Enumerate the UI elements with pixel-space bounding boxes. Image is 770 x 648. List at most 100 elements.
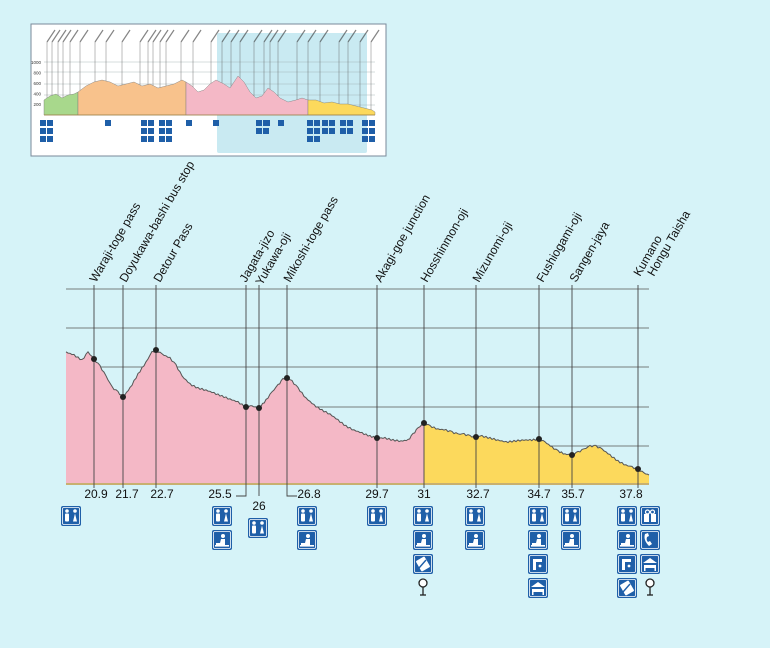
inset-mini-icon xyxy=(159,136,165,142)
bus-stop-icon xyxy=(418,578,428,596)
waypoint-facilities xyxy=(528,506,548,598)
lodging-icon xyxy=(640,554,660,574)
profile-outline xyxy=(65,348,650,476)
inset-mini-icon xyxy=(256,120,262,126)
rest-area-icon xyxy=(617,530,637,550)
waypoint-km: 35.7 xyxy=(561,487,585,501)
inset-mini-icon xyxy=(141,128,147,134)
inset-mini-icon xyxy=(263,128,269,134)
inset-mini-icon xyxy=(322,128,328,134)
waypoint-km: 34.7 xyxy=(527,487,551,501)
inset-mini-icon xyxy=(159,120,165,126)
inset-mini-icon xyxy=(166,136,172,142)
waypoint-dot xyxy=(243,404,249,410)
inset-mini-icon xyxy=(314,120,320,126)
inset-mini-icon xyxy=(329,120,335,126)
inset-mini-icon xyxy=(314,136,320,142)
rest-area-icon xyxy=(561,530,581,550)
km-bracket xyxy=(286,488,297,497)
toilet-icon xyxy=(297,506,317,526)
toilet-icon xyxy=(212,506,232,526)
inset-mini-icon xyxy=(322,120,328,126)
bus-stop-icon xyxy=(645,578,655,596)
inset-mini-icon xyxy=(307,120,313,126)
waypoint-dot xyxy=(91,356,97,362)
inset-mini-icon xyxy=(307,128,313,134)
inset-mini-icon xyxy=(166,120,172,126)
inset-mini-icon xyxy=(369,136,375,142)
inset-mini-icon xyxy=(105,120,111,126)
waypoint-dot xyxy=(284,375,290,381)
rest-area-icon xyxy=(297,530,317,550)
waypoint-dot xyxy=(421,420,427,426)
waypoint-km: 31 xyxy=(417,487,431,501)
svg-text:600: 600 xyxy=(33,81,41,86)
waypoint-facilities xyxy=(61,506,81,526)
inset-mini-icon xyxy=(369,120,375,126)
waypoint-km: 20.9 xyxy=(84,487,108,501)
inset-mini-icon xyxy=(278,120,284,126)
waypoint-name: Mizunomi-oji xyxy=(469,219,515,284)
waypoint-facilities xyxy=(465,506,485,550)
svg-text:200: 200 xyxy=(33,102,41,107)
rest-area-icon xyxy=(212,530,232,550)
inset-mini-icon xyxy=(47,136,53,142)
inset-mini-icon xyxy=(47,120,53,126)
profile-fill-yellow-segment xyxy=(424,422,649,484)
inset-waypoint-labels xyxy=(46,29,380,43)
waypoint-km: 22.7 xyxy=(150,487,174,501)
inset-mini-icon xyxy=(40,136,46,142)
waypoint-dot xyxy=(153,347,159,353)
inset-elevation-ticks: 1000 800 600 400 200 xyxy=(31,60,42,107)
inset-mini-icon xyxy=(362,136,368,142)
waypoint-km: 26 xyxy=(252,499,266,513)
inset-mini-icon xyxy=(347,128,353,134)
waypoint-dot xyxy=(256,405,262,411)
inset-mini-icon xyxy=(347,120,353,126)
inset-mini-icon xyxy=(148,120,154,126)
rest-area-icon xyxy=(528,530,548,550)
inset-profile-fills xyxy=(43,75,376,116)
inset-mini-icon xyxy=(47,128,53,134)
stamp-icon xyxy=(413,554,433,574)
toilet-icon xyxy=(248,518,268,538)
lodging-icon xyxy=(528,578,548,598)
waypoint: KumanoHongu Taisha 37.8 xyxy=(617,208,693,598)
inset-mini-icon xyxy=(307,136,313,142)
inset-mini-icon xyxy=(340,128,346,134)
inset-mini-icon xyxy=(329,128,335,134)
toilet-icon xyxy=(465,506,485,526)
rest-area-icon xyxy=(465,530,485,550)
waypoint-km: 21.7 xyxy=(115,487,139,501)
waypoint-facilities xyxy=(617,506,660,598)
waypoint: Mizunomi-oji 32.7 xyxy=(465,219,515,550)
inset-mini-icon xyxy=(213,120,219,126)
inset-mini-icon xyxy=(362,128,368,134)
inset-mini-icon xyxy=(264,120,270,126)
svg-text:800: 800 xyxy=(33,71,41,76)
rest-area-icon xyxy=(413,530,433,550)
waypoint-km: 32.7 xyxy=(466,487,490,501)
inset-mini-icon xyxy=(369,128,375,134)
waypoint-dot xyxy=(120,394,126,400)
waypoint-facilities xyxy=(248,518,268,538)
toilet-icon xyxy=(528,506,548,526)
inset-mini-icon xyxy=(159,128,165,134)
inset-profile-segment xyxy=(185,75,309,116)
inset-profile-segment xyxy=(77,79,187,116)
waypoint-dot xyxy=(473,434,479,440)
inset-mini-icon xyxy=(256,128,262,134)
waypoint-km: 29.7 xyxy=(365,487,389,501)
inset-mini-icon xyxy=(186,120,192,126)
inset-mini-icon xyxy=(141,136,147,142)
inset-mini-icon xyxy=(362,120,368,126)
waypoint: Hosshinmon-oji 31 xyxy=(413,206,471,596)
drinking-water-icon xyxy=(528,554,548,574)
phone-icon xyxy=(640,530,660,550)
inset-mini-icon xyxy=(340,120,346,126)
waypoint-dot xyxy=(374,435,380,441)
